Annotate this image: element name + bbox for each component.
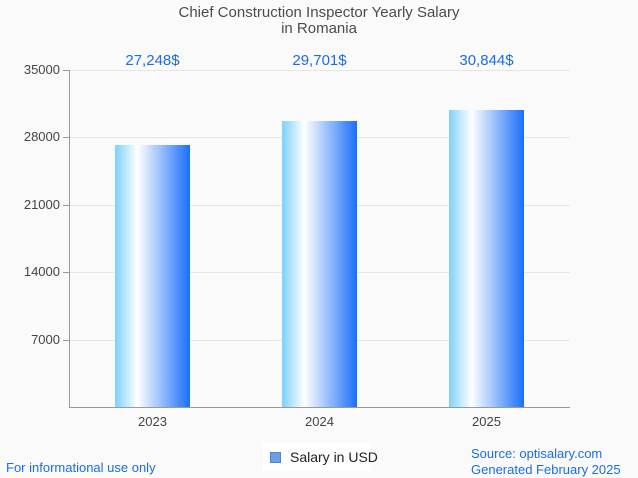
y-axis-label-14000: 14000 bbox=[23, 264, 60, 280]
legend-swatch-icon bbox=[270, 451, 281, 463]
value-label-2024: 29,701$ bbox=[292, 52, 347, 69]
chart-title: Chief Construction Inspector Yearly Sala… bbox=[0, 5, 638, 37]
y-axis-tick-14000 bbox=[63, 272, 69, 274]
bar-2023[interactable] bbox=[115, 144, 190, 407]
legend: Salary in USD bbox=[263, 443, 378, 471]
disclaimer-text: For informational use only bbox=[6, 460, 156, 475]
generated-text: Generated February 2025 bbox=[471, 462, 621, 477]
chart-title-line2: in Romania bbox=[281, 20, 357, 37]
x-axis-line bbox=[69, 407, 570, 408]
chart-title-line1: Chief Construction Inspector Yearly Sala… bbox=[178, 4, 460, 21]
y-axis-tick-21000 bbox=[63, 204, 69, 206]
source-block: Source: optisalary.com Generated Februar… bbox=[471, 446, 621, 478]
y-axis-tick-28000 bbox=[63, 137, 69, 139]
x-axis-label-2025: 2025 bbox=[472, 414, 501, 429]
y-axis-label-35000: 35000 bbox=[23, 62, 60, 77]
value-label-2025: 30,844$ bbox=[459, 52, 514, 69]
source-text: Source: optisalary.com bbox=[471, 446, 603, 461]
y-axis-label-21000: 21000 bbox=[23, 196, 60, 212]
y-axis-line bbox=[69, 70, 70, 407]
x-axis-label-2023: 2023 bbox=[138, 414, 167, 429]
y-axis-tick-7000 bbox=[63, 339, 69, 341]
y-axis-label-28000: 28000 bbox=[23, 129, 60, 145]
bar-2025[interactable] bbox=[449, 110, 524, 407]
x-axis-label-2024: 2024 bbox=[305, 414, 334, 429]
y-axis-tick-35000 bbox=[63, 70, 69, 71]
y-axis-label-7000: 7000 bbox=[31, 331, 60, 347]
value-label-2023: 27,248$ bbox=[125, 52, 180, 69]
gridline-35000 bbox=[69, 70, 570, 71]
bar-2024[interactable] bbox=[282, 121, 357, 407]
legend-label: Salary in USD bbox=[290, 449, 378, 465]
